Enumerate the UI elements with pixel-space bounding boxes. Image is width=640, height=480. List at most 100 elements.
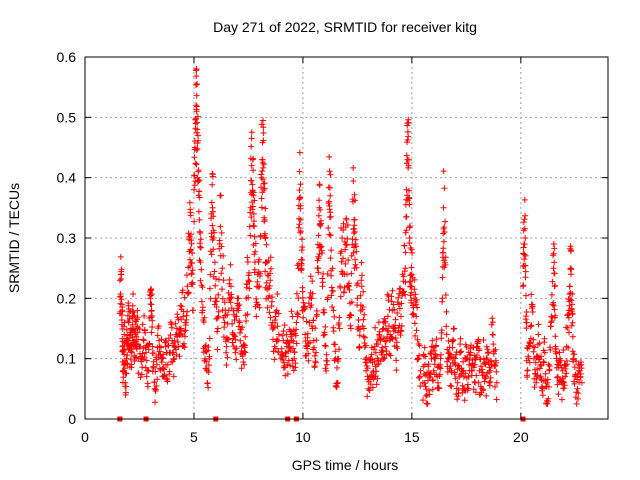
data-point xyxy=(274,337,281,344)
data-point xyxy=(248,162,255,169)
data-point xyxy=(299,294,306,301)
data-point xyxy=(539,392,546,399)
data-point xyxy=(521,251,528,258)
data-point xyxy=(250,167,257,174)
data-point xyxy=(358,277,365,284)
data-point xyxy=(521,241,528,248)
data-point xyxy=(397,328,404,335)
data-point xyxy=(348,270,355,277)
data-point xyxy=(226,276,233,283)
data-point xyxy=(557,357,564,364)
data-point xyxy=(348,299,355,306)
data-point xyxy=(271,356,278,363)
data-point xyxy=(244,254,251,261)
data-point xyxy=(255,284,262,291)
data-point xyxy=(180,340,187,347)
data-point xyxy=(561,382,568,389)
data-point xyxy=(457,341,464,348)
data-point xyxy=(571,351,578,358)
data-point xyxy=(187,212,194,219)
data-point xyxy=(171,355,178,362)
data-point xyxy=(252,248,259,255)
data-point xyxy=(130,326,137,333)
data-point xyxy=(413,296,420,303)
data-point xyxy=(229,320,236,327)
data-point xyxy=(421,361,428,368)
data-point xyxy=(459,382,466,389)
data-point xyxy=(250,155,257,162)
data-point xyxy=(205,362,212,369)
data-point xyxy=(492,346,499,353)
data-point xyxy=(179,332,185,338)
data-point xyxy=(447,351,454,358)
data-point xyxy=(304,330,311,337)
data-point xyxy=(191,218,198,225)
data-point xyxy=(362,342,369,349)
data-point xyxy=(555,391,562,398)
data-point xyxy=(563,370,570,377)
data-point xyxy=(330,328,337,335)
data-point xyxy=(267,254,274,261)
data-point xyxy=(485,349,492,356)
data-point xyxy=(138,371,145,378)
data-point xyxy=(205,384,212,391)
data-point xyxy=(351,228,358,235)
data-point xyxy=(548,291,555,298)
data-point xyxy=(215,308,222,315)
data-point xyxy=(492,383,498,390)
data-point xyxy=(205,369,212,376)
data-point xyxy=(489,319,496,326)
data-point xyxy=(159,365,166,372)
data-point xyxy=(351,197,358,204)
data-point xyxy=(347,325,354,332)
data-point xyxy=(274,291,281,297)
data-point xyxy=(148,286,155,292)
data-point xyxy=(319,250,325,256)
data-point xyxy=(128,364,135,371)
data-point xyxy=(533,375,540,382)
data-point xyxy=(195,208,202,215)
data-point xyxy=(343,241,349,248)
data-point xyxy=(425,361,432,368)
data-point xyxy=(406,195,413,202)
data-point xyxy=(340,220,347,227)
data-point xyxy=(196,194,203,201)
data-point xyxy=(129,321,136,328)
data-point xyxy=(365,385,372,392)
data-point xyxy=(328,247,335,254)
data-point xyxy=(439,274,446,281)
data-point xyxy=(345,257,352,264)
data-point xyxy=(316,182,323,189)
data-point xyxy=(356,332,363,339)
data-point xyxy=(148,314,155,321)
data-point xyxy=(348,312,355,319)
data-point xyxy=(373,368,380,375)
data-point xyxy=(305,340,312,347)
data-point xyxy=(211,229,218,236)
data-point xyxy=(334,380,341,387)
data-point xyxy=(529,303,536,310)
data-point xyxy=(354,295,361,302)
data-point xyxy=(522,262,529,269)
data-point xyxy=(332,341,339,348)
data-point xyxy=(257,270,264,277)
data-point xyxy=(131,337,137,344)
data-point xyxy=(237,337,244,344)
data-point xyxy=(135,336,142,343)
data-point xyxy=(550,252,556,259)
data-point xyxy=(349,236,356,243)
data-point xyxy=(251,218,257,225)
data-point xyxy=(307,273,314,280)
data-point xyxy=(145,367,152,374)
data-point xyxy=(151,379,158,386)
data-point xyxy=(161,372,168,379)
data-point xyxy=(137,343,144,350)
data-point xyxy=(272,319,279,326)
data-point xyxy=(530,355,537,362)
data-point xyxy=(309,290,316,297)
data-point xyxy=(384,291,391,298)
data-point xyxy=(144,383,151,390)
data-point xyxy=(458,348,465,355)
data-point xyxy=(311,344,318,351)
data-point xyxy=(188,271,195,278)
